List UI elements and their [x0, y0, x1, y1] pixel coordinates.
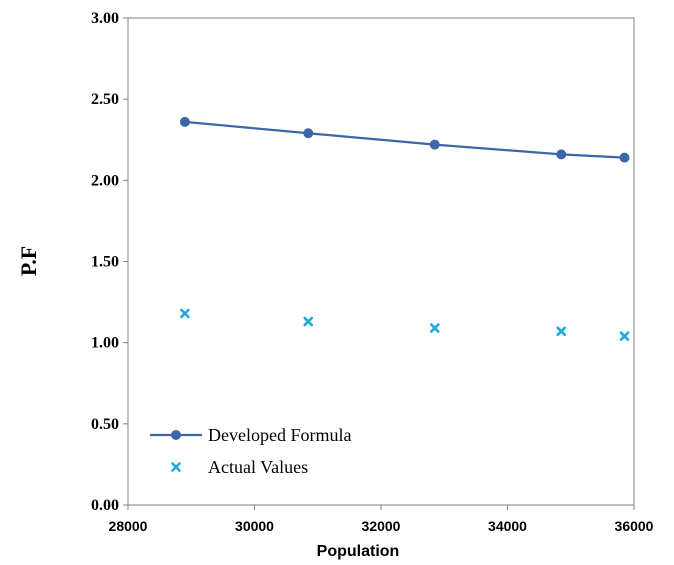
legend: Developed Formula Actual Values [150, 425, 351, 477]
legend-marker-actual-values [171, 462, 181, 472]
legend-label-developed-formula: Developed Formula [208, 425, 351, 445]
data-point-actual-values [556, 326, 567, 337]
y-axis-title: P.F [16, 246, 41, 276]
plot-area-frame [127, 17, 635, 506]
data-point-developed-formula [619, 152, 630, 163]
y-tick-label: 0.50 [91, 416, 119, 433]
x-axis-title: Population [317, 543, 400, 560]
y-tick-label: 1.50 [91, 254, 119, 271]
data-point-actual-values [303, 316, 314, 327]
data-point-developed-formula [429, 139, 440, 150]
y-tick-label: 3.00 [91, 10, 119, 27]
data-point-actual-values [180, 308, 190, 319]
y-tick-label: 2.50 [91, 91, 119, 108]
x-tick-label: 30000 [235, 518, 274, 534]
y-axis: 0.00 0.50 1.00 1.50 2.00 2.50 3.00 [91, 10, 128, 514]
data-point-actual-values [429, 323, 440, 333]
x-tick-label: 28000 [109, 518, 148, 534]
legend-marker-developed-formula [171, 430, 181, 440]
x-tick-label: 34000 [488, 518, 527, 534]
data-point-developed-formula [556, 149, 567, 160]
data-point-developed-formula [303, 128, 314, 139]
x-tick-label: 32000 [362, 518, 401, 534]
y-tick-label: 2.00 [91, 172, 119, 189]
data-point-actual-values [619, 331, 630, 341]
x-tick-label: 36000 [615, 518, 654, 534]
y-tick-label: 0.00 [91, 497, 119, 514]
y-tick-label: 1.00 [91, 335, 119, 352]
legend-label-actual-values: Actual Values [208, 457, 308, 477]
series-layer [179, 116, 630, 341]
x-axis: 28000 30000 32000 34000 36000 [109, 505, 654, 534]
data-point-developed-formula [179, 116, 190, 127]
